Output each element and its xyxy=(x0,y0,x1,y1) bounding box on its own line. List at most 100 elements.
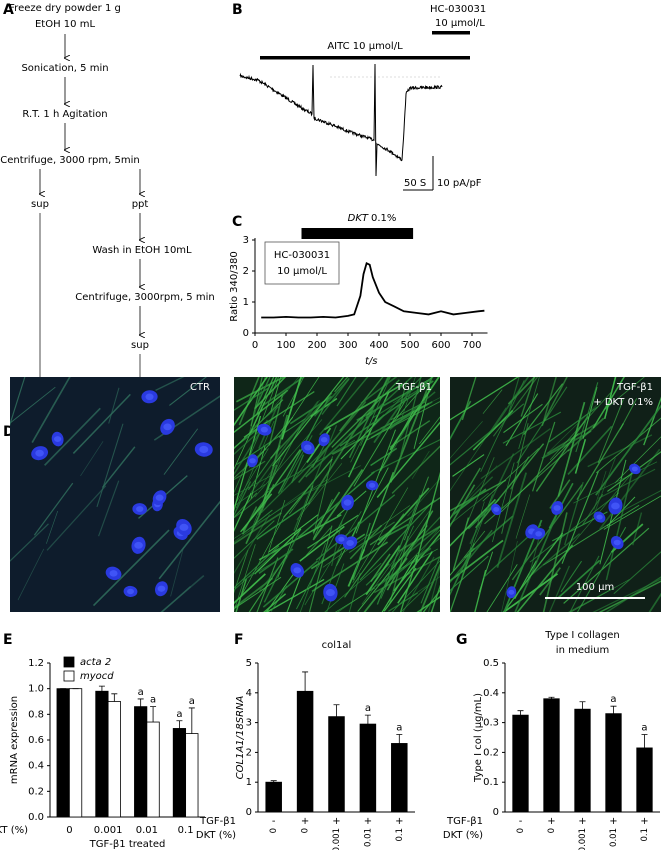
fiber xyxy=(419,416,440,445)
fiber xyxy=(17,548,45,601)
fiber xyxy=(399,558,418,612)
fiber xyxy=(365,545,401,596)
fiber xyxy=(567,425,613,475)
nucleus-core xyxy=(293,567,302,574)
fiber xyxy=(311,541,389,593)
significance: a xyxy=(176,709,182,720)
fiber xyxy=(255,377,271,408)
fiber xyxy=(515,494,531,539)
fiber xyxy=(72,393,131,454)
drug-bar xyxy=(301,228,414,239)
fiber xyxy=(46,485,107,551)
fiber xyxy=(592,377,625,429)
y-tick-label: 4 xyxy=(246,688,252,699)
error-bar xyxy=(333,704,340,717)
fiber xyxy=(265,573,294,612)
fiber xyxy=(234,415,262,513)
panel-label: E xyxy=(3,632,13,648)
fiber xyxy=(598,468,656,499)
fiber xyxy=(250,401,319,494)
x-tick-label: 300 xyxy=(338,340,357,351)
tgf-label: - xyxy=(519,816,523,827)
tgf-label: + xyxy=(547,816,555,827)
bar xyxy=(95,690,109,818)
fiber xyxy=(453,488,487,515)
fiber xyxy=(158,500,220,580)
fiber xyxy=(108,387,120,424)
fiber xyxy=(281,377,302,440)
fiber xyxy=(293,425,338,532)
row-label: DKT (%) xyxy=(196,830,236,841)
nucleus-core xyxy=(338,536,345,542)
fiber xyxy=(450,543,476,596)
fiber xyxy=(80,441,104,477)
fiber xyxy=(597,399,624,464)
fiber xyxy=(502,532,564,612)
fiber xyxy=(299,525,345,562)
fiber xyxy=(523,383,564,436)
x-tick-label: 0.1 xyxy=(395,828,405,842)
legend-label: acta 2 xyxy=(80,657,111,668)
tgf-label: + xyxy=(364,816,372,827)
fiber xyxy=(243,391,315,438)
fiber xyxy=(307,514,359,549)
fiber xyxy=(319,377,369,436)
fiber xyxy=(340,414,385,460)
fiber xyxy=(250,377,263,427)
significance: a xyxy=(610,694,616,705)
fiber xyxy=(496,472,528,568)
y-tick-label: 1.0 xyxy=(28,684,44,695)
y-tick-label: 2 xyxy=(243,266,249,277)
fiber xyxy=(466,457,495,525)
nucleus-core xyxy=(249,458,256,464)
flow-step: Sonication, 5 min xyxy=(21,63,108,74)
fiber xyxy=(268,514,319,553)
fiber xyxy=(297,471,375,538)
flow-step: sup xyxy=(131,340,149,351)
fiber xyxy=(251,406,280,429)
flow-step: Wash in EtOH 10mL xyxy=(92,245,192,256)
nucleus-core xyxy=(631,466,638,472)
fiber xyxy=(160,585,192,612)
fiber xyxy=(541,430,592,460)
fiber xyxy=(573,461,658,504)
chart-title: Type Ⅰ collagen xyxy=(544,630,619,641)
fiber xyxy=(33,482,74,536)
nucleus-core xyxy=(53,436,62,442)
fiber xyxy=(336,377,357,407)
significance: a xyxy=(641,723,647,734)
fiber xyxy=(234,549,249,594)
tgf-label: + xyxy=(332,816,340,827)
fiber xyxy=(599,448,661,530)
fiber xyxy=(605,576,661,612)
y-tick-label: 2 xyxy=(246,747,252,758)
fiber xyxy=(308,525,333,612)
flow-step: Centrifuge, 3000 rpm, 5min xyxy=(0,155,139,166)
nucleus-core xyxy=(127,588,134,595)
fiber xyxy=(450,492,489,525)
time-scale: 50 S xyxy=(404,178,426,189)
fiber xyxy=(234,399,284,450)
fiber xyxy=(312,468,364,541)
fiber xyxy=(430,584,440,612)
fiber xyxy=(603,377,617,419)
fiber xyxy=(92,529,170,607)
significance: a xyxy=(138,687,144,698)
error-bar xyxy=(270,780,277,783)
fiber xyxy=(569,555,600,612)
x-axis-label: TGF-β1 treated xyxy=(89,839,166,850)
fiber xyxy=(324,562,382,612)
nucleus-core xyxy=(613,539,621,546)
fiber xyxy=(450,529,493,584)
fiber xyxy=(419,562,440,612)
flow-step: R.T. 1 h Agitation xyxy=(22,109,107,120)
fiber xyxy=(360,377,391,446)
bar xyxy=(265,781,282,813)
fiber xyxy=(450,467,481,521)
error-bar xyxy=(188,707,195,734)
flow-step: ppt xyxy=(132,199,149,210)
fiber xyxy=(235,578,247,612)
agonist-bar xyxy=(260,56,470,60)
fiber xyxy=(234,460,266,481)
